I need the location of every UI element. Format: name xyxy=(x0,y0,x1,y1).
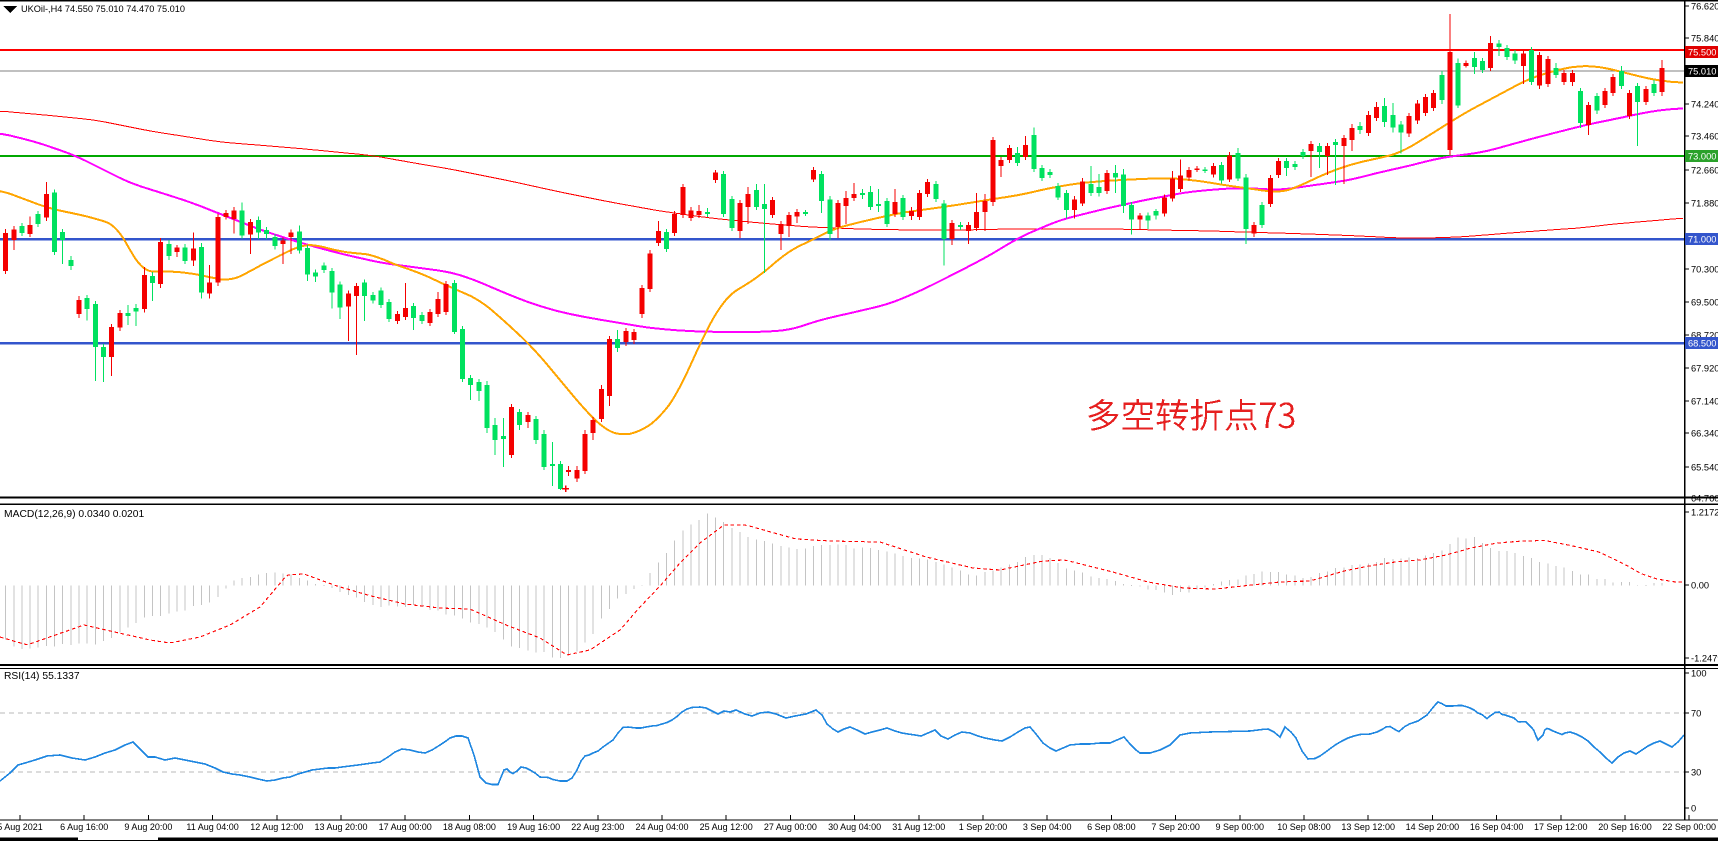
svg-text:UKOil-,H4 74.550 75.010 74.47: UKOil-,H4 74.550 75.010 74.470 75.010 xyxy=(21,4,185,14)
svg-text:30 Aug 04:00: 30 Aug 04:00 xyxy=(828,822,881,832)
svg-text:1 Sep 20:00: 1 Sep 20:00 xyxy=(959,822,1008,832)
svg-text:71.880: 71.880 xyxy=(1691,198,1718,208)
svg-text:7 Sep 20:00: 7 Sep 20:00 xyxy=(1151,822,1200,832)
svg-text:75.500: 75.500 xyxy=(1688,48,1716,58)
svg-text:72.660: 72.660 xyxy=(1691,165,1718,175)
svg-text:13 Aug 20:00: 13 Aug 20:00 xyxy=(314,822,367,832)
svg-text:3 Sep 04:00: 3 Sep 04:00 xyxy=(1023,822,1072,832)
svg-text:70.300: 70.300 xyxy=(1691,264,1718,274)
svg-text:31 Aug 12:00: 31 Aug 12:00 xyxy=(892,822,945,832)
svg-text:10 Sep 08:00: 10 Sep 08:00 xyxy=(1277,822,1331,832)
svg-text:68.500: 68.500 xyxy=(1688,339,1716,349)
svg-text:18 Aug 08:00: 18 Aug 08:00 xyxy=(443,822,496,832)
svg-text:71.000: 71.000 xyxy=(1688,235,1716,245)
svg-text:70: 70 xyxy=(1691,708,1701,718)
svg-text:30: 30 xyxy=(1691,767,1701,777)
svg-text:16 Sep 04:00: 16 Sep 04:00 xyxy=(1470,822,1524,832)
svg-text:20 Sep 16:00: 20 Sep 16:00 xyxy=(1598,822,1652,832)
svg-text:65.540: 65.540 xyxy=(1691,462,1718,472)
svg-text:RSI(14) 55.1337: RSI(14) 55.1337 xyxy=(4,671,80,682)
svg-text:73.460: 73.460 xyxy=(1691,131,1718,141)
svg-text:11 Aug 04:00: 11 Aug 04:00 xyxy=(186,822,238,832)
svg-text:74.240: 74.240 xyxy=(1691,99,1718,109)
svg-text:67.140: 67.140 xyxy=(1691,396,1718,406)
svg-text:13 Sep 12:00: 13 Sep 12:00 xyxy=(1341,822,1395,832)
svg-text:67.920: 67.920 xyxy=(1691,363,1718,373)
svg-text:24 Aug 04:00: 24 Aug 04:00 xyxy=(635,822,688,832)
svg-text:75.840: 75.840 xyxy=(1691,33,1718,43)
svg-text:68.720: 68.720 xyxy=(1691,330,1718,340)
svg-text:66.340: 66.340 xyxy=(1691,428,1718,438)
svg-text:17 Sep 12:00: 17 Sep 12:00 xyxy=(1534,822,1588,832)
svg-text:22 Aug 23:00: 22 Aug 23:00 xyxy=(571,822,624,832)
svg-text:-1.2479: -1.2479 xyxy=(1691,653,1718,663)
svg-text:0.00: 0.00 xyxy=(1691,580,1709,590)
svg-text:64.760: 64.760 xyxy=(1691,493,1718,503)
svg-text:9 Aug 20:00: 9 Aug 20:00 xyxy=(124,822,172,832)
svg-text:25 Aug 12:00: 25 Aug 12:00 xyxy=(700,822,753,832)
svg-text:17 Aug 00:00: 17 Aug 00:00 xyxy=(379,822,432,832)
svg-text:5 Aug 2021: 5 Aug 2021 xyxy=(0,822,43,832)
svg-text:14 Sep 20:00: 14 Sep 20:00 xyxy=(1406,822,1460,832)
svg-text:6 Aug 16:00: 6 Aug 16:00 xyxy=(60,822,108,832)
svg-text:MACD(12,26,9) 0.0340 0.0201: MACD(12,26,9) 0.0340 0.0201 xyxy=(4,509,145,520)
svg-text:76.620: 76.620 xyxy=(1691,1,1718,11)
svg-text:9 Sep 00:00: 9 Sep 00:00 xyxy=(1216,822,1265,832)
svg-text:1.2172: 1.2172 xyxy=(1691,507,1718,517)
svg-text:0: 0 xyxy=(1691,803,1696,813)
svg-text:27 Aug 00:00: 27 Aug 00:00 xyxy=(764,822,817,832)
svg-text:75.010: 75.010 xyxy=(1688,67,1716,77)
svg-text:6 Sep 08:00: 6 Sep 08:00 xyxy=(1087,822,1136,832)
svg-text:69.500: 69.500 xyxy=(1691,297,1718,307)
svg-text:19 Aug 16:00: 19 Aug 16:00 xyxy=(507,822,560,832)
svg-text:73.000: 73.000 xyxy=(1688,152,1716,162)
svg-text:100: 100 xyxy=(1691,668,1707,678)
svg-text:22 Sep 00:00: 22 Sep 00:00 xyxy=(1662,822,1716,832)
svg-text:12 Aug 12:00: 12 Aug 12:00 xyxy=(250,822,303,832)
